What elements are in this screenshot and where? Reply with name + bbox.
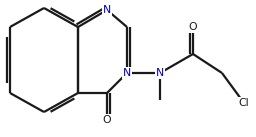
Text: O: O [189, 22, 197, 32]
Text: Cl: Cl [239, 98, 249, 108]
Text: O: O [103, 115, 111, 125]
Text: N: N [156, 68, 164, 78]
Text: N: N [103, 5, 111, 15]
Text: N: N [123, 68, 131, 78]
